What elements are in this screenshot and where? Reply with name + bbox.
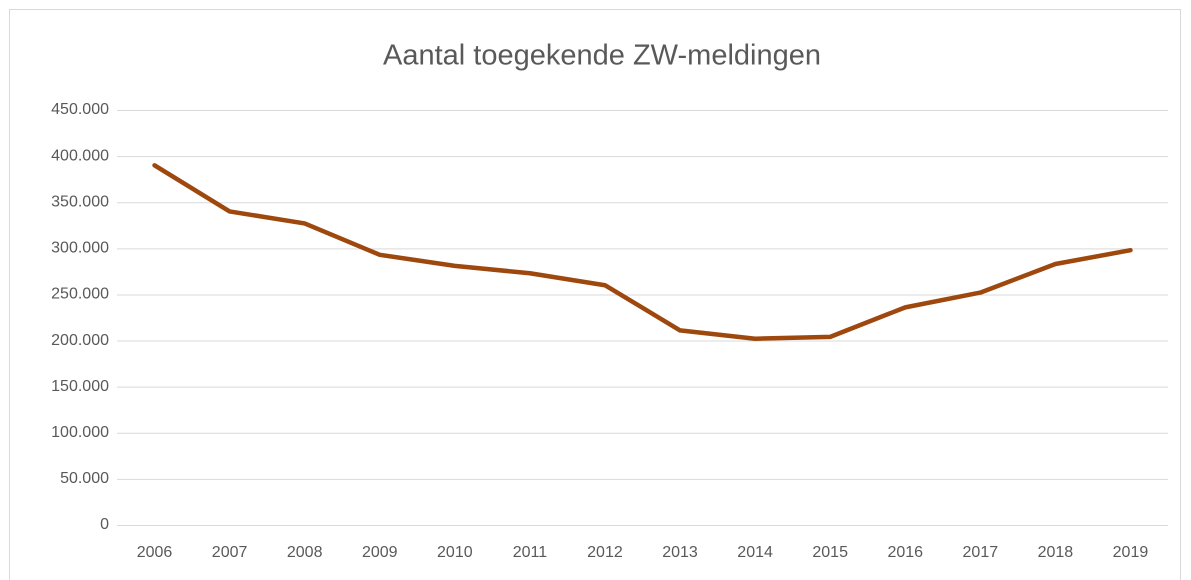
x-tick-label: 2009 [362, 544, 398, 561]
chart-title: Aantal toegekende ZW-meldingen [383, 40, 821, 72]
x-tick-label: 2015 [812, 544, 848, 561]
x-tick-label: 2010 [437, 544, 473, 561]
y-tick-label: 350.000 [51, 193, 109, 210]
y-tick-label: 450.000 [51, 101, 109, 118]
y-tick-label: 250.000 [51, 286, 109, 303]
x-tick-label: 2018 [1038, 544, 1074, 561]
y-tick-label: 50.000 [60, 470, 109, 487]
x-tick-label: 2014 [737, 544, 773, 561]
x-tick-label: 2011 [513, 544, 548, 561]
x-tick-label: 2016 [887, 544, 923, 561]
y-tick-label: 0 [100, 516, 109, 533]
x-tick-label: 2019 [1113, 544, 1149, 561]
x-tick-label: 2012 [587, 544, 623, 561]
data-line [152, 163, 1133, 341]
x-tick-label: 2006 [137, 544, 173, 561]
x-tick-label: 2008 [287, 544, 323, 561]
y-tick-label: 200.000 [51, 332, 109, 349]
y-tick-label: 100.000 [51, 424, 109, 441]
x-tick-label: 2013 [662, 544, 698, 561]
y-tick-label: 150.000 [51, 378, 109, 395]
x-tick-label: 2007 [212, 544, 248, 561]
x-tick-label: 2017 [963, 544, 999, 561]
y-tick-label: 300.000 [51, 240, 109, 257]
y-tick-label: 400.000 [51, 147, 109, 164]
